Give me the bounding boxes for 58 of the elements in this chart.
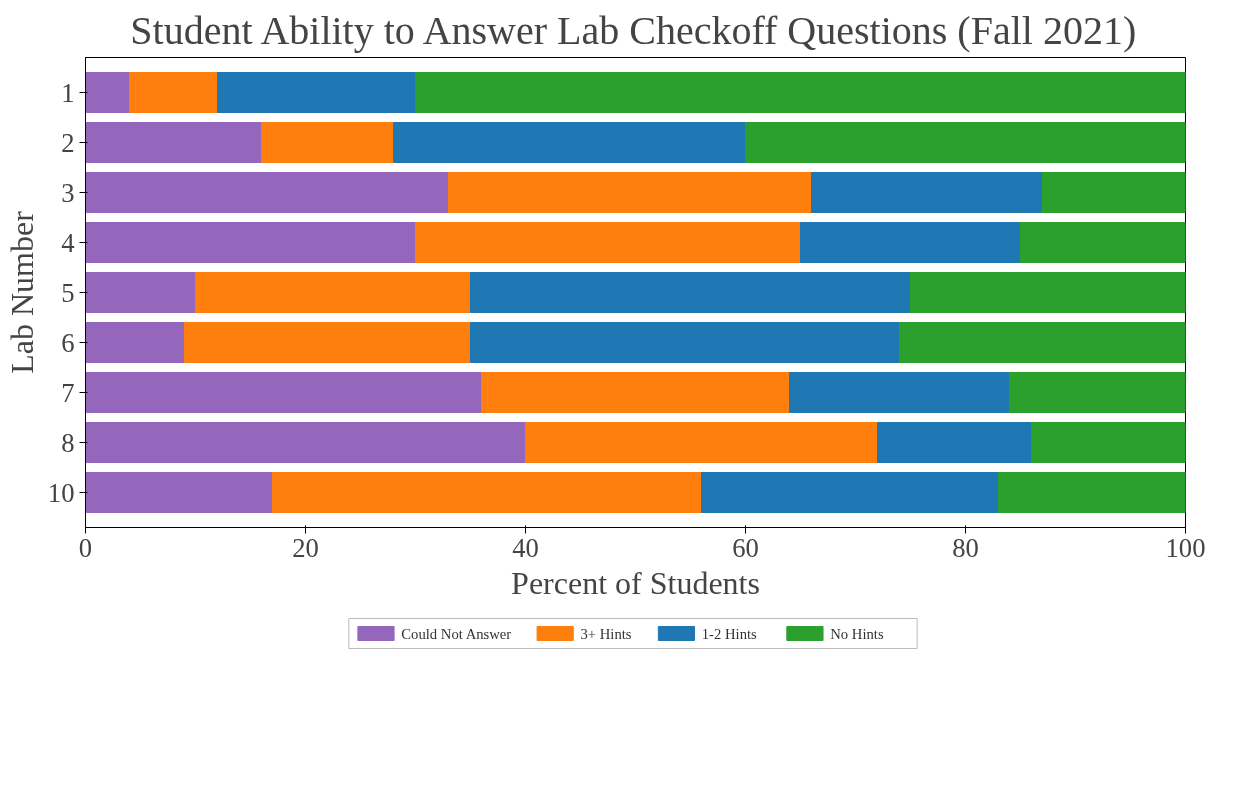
bar — [85, 222, 416, 263]
y-tick-label: 8 — [61, 427, 75, 458]
y-tick-label: 4 — [61, 227, 75, 258]
bar — [811, 172, 1043, 213]
bar — [701, 472, 999, 513]
y-tick-label: 3 — [61, 177, 75, 208]
bar — [415, 72, 1186, 113]
y-tick-label: 6 — [61, 327, 75, 358]
bar — [448, 172, 812, 213]
bar — [85, 472, 273, 513]
bar — [525, 422, 878, 463]
bar — [393, 122, 746, 163]
bar — [470, 322, 900, 363]
x-tick-label: 20 — [292, 532, 319, 563]
bar — [85, 272, 196, 313]
bar — [899, 322, 1186, 363]
bar — [261, 122, 394, 163]
x-tick-label: 60 — [732, 532, 759, 563]
bar — [800, 222, 1021, 263]
y-tick-label: 7 — [61, 377, 75, 408]
bar — [85, 322, 185, 363]
bar — [1042, 172, 1186, 213]
bar — [184, 322, 471, 363]
bar — [481, 372, 790, 413]
y-tick-label: 2 — [61, 127, 75, 158]
legend-label: 1-2 Hints — [701, 625, 758, 642]
x-tick-label: 80 — [952, 532, 979, 563]
bar — [910, 272, 1186, 313]
bar — [1020, 222, 1186, 263]
y-tick-label: 5 — [61, 277, 75, 308]
x-tick-label: 40 — [512, 532, 539, 563]
chart-title: Student Ability to Answer Lab Checkoff Questions (Fall 2021) — [130, 7, 1137, 53]
bar — [85, 422, 526, 463]
bar — [85, 172, 449, 213]
bar — [129, 72, 218, 113]
bar — [85, 72, 130, 113]
bar — [217, 72, 416, 113]
x-axis-title: Percent of Students — [511, 564, 760, 601]
bar — [85, 372, 482, 413]
bar — [998, 472, 1186, 513]
bar — [789, 372, 1010, 413]
y-tick-label: 10 — [47, 477, 75, 508]
bar — [415, 222, 801, 263]
y-axis-title: Lab Number — [3, 210, 40, 374]
bar — [85, 122, 262, 163]
bar — [272, 472, 702, 513]
bar — [745, 122, 1186, 163]
bar — [195, 272, 471, 313]
x-tick-label: 0 — [78, 532, 93, 563]
bar — [877, 422, 1032, 463]
legend-label: 3+ Hints — [580, 625, 632, 642]
x-tick-label: 100 — [1165, 532, 1206, 563]
legend-label: No Hints — [830, 625, 884, 642]
bar — [470, 272, 911, 313]
legend-label: Could Not Answer — [401, 625, 512, 642]
bar — [1031, 422, 1186, 463]
y-tick-label: 1 — [61, 77, 75, 108]
bar — [1009, 372, 1186, 413]
